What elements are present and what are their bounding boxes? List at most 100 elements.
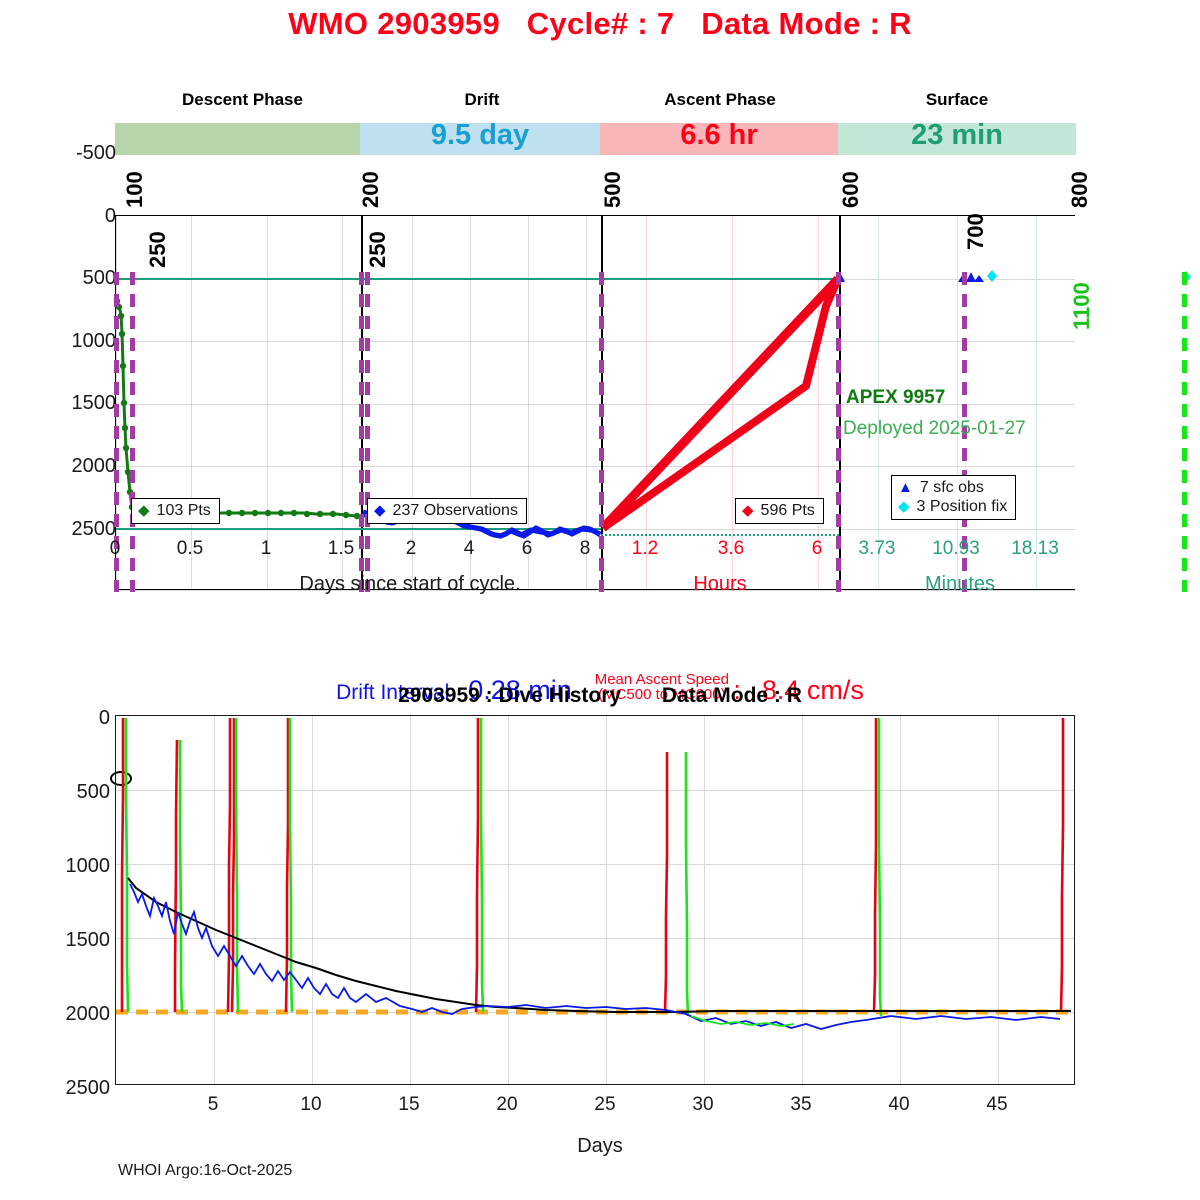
phase-band-drift: 9.5 day <box>360 119 600 155</box>
ascent-spikes <box>120 718 1065 1013</box>
cycle-plot-frame <box>113 215 1191 592</box>
legend-drift: ◆ 237 Observations <box>367 498 527 524</box>
legend-marker-icon: ◆ <box>374 502 386 519</box>
phase-duration-surface: 23 min <box>911 119 1003 151</box>
x-tick: 20 <box>496 1094 518 1115</box>
phase-band-descent <box>115 123 360 155</box>
mean-ascent-speed-value: 8.4 cm/s <box>761 675 864 705</box>
x-tick: 15 <box>398 1094 420 1115</box>
mc-label-200: 200 <box>358 171 383 208</box>
x-tick: 3.73 <box>858 538 896 559</box>
y-tick: 2500 <box>71 518 117 540</box>
drift-green-remnant <box>690 1015 795 1027</box>
phase-duration-drift: 9.5 day <box>430 119 530 151</box>
y-tick: 0 <box>104 205 116 227</box>
x-axis-title-bottom: Days <box>577 1135 623 1157</box>
y-tick: 2000 <box>71 455 117 477</box>
mc-label-600: 600 <box>838 171 863 208</box>
phase-duration-ascent: 6.6 hr <box>680 119 758 151</box>
phase-title-surface: Surface <box>925 90 989 109</box>
phase-title-descent: Descent Phase <box>182 90 303 109</box>
page-title: WMO 2903959 Cycle# : 7 Data Mode : R <box>288 6 912 41</box>
mc800-line <box>1182 272 1187 592</box>
y-tick: 0 <box>98 707 110 729</box>
mc-label-250b: 250 <box>365 231 390 268</box>
x-tick: 0.5 <box>176 538 204 559</box>
y-tick: 1000 <box>65 855 111 877</box>
mc-label-500: 500 <box>600 171 625 208</box>
y-tick: -500 <box>75 142 116 164</box>
position-fix-markers <box>987 270 1191 283</box>
y-tick: 500 <box>76 781 110 803</box>
drift-interval-value: 0.28 min <box>468 675 572 705</box>
x-axis-title-hours: Hours <box>693 573 747 595</box>
x-tick: 1.2 <box>631 538 659 559</box>
x-tick: 3.6 <box>717 538 745 559</box>
legend-marker-icon: ◆ <box>138 502 150 519</box>
mc500-line <box>599 272 604 592</box>
cycle-metrics-caption: Drift Interval 0.28 min Mean Ascent Spee… <box>0 672 1200 706</box>
mc250-line <box>130 272 135 592</box>
x-tick: 10 <box>300 1094 322 1115</box>
y-tick: 1000 <box>71 330 117 352</box>
x-tick: 25 <box>594 1094 616 1115</box>
x-tick: 35 <box>790 1094 812 1115</box>
x-tick: 4 <box>463 538 475 559</box>
mc-label-700: 700 <box>963 213 988 250</box>
park-reference-dotted <box>601 534 839 536</box>
mc250b-line <box>365 272 370 592</box>
x-tick: 6 <box>521 538 533 559</box>
x-tick: 5 <box>207 1094 219 1115</box>
dive-history-frame <box>115 715 1075 1085</box>
y-tick: 1500 <box>65 929 111 951</box>
phase-title-ascent: Ascent Phase <box>664 90 776 109</box>
park-reference-line <box>116 528 601 530</box>
mean-ascent-speed-label: Mean Ascent Speed (MC500 to MC600) <box>594 671 729 703</box>
dive-history-panel: 2903959 : Dive History Data Mode : R Pre… <box>0 670 1200 1200</box>
x-tick: 10.93 <box>932 538 980 559</box>
y-tick: 500 <box>82 267 116 289</box>
mc-label-250: 250 <box>145 231 170 268</box>
legend-descent: ◆ 103 Pts <box>131 498 220 524</box>
deployment-date-annotation: Deployed 2025-01-27 <box>843 418 1026 439</box>
y-tick: 1500 <box>71 392 117 414</box>
drift-pressure-line <box>129 883 1061 1030</box>
phase-band-ascent: 6.6 hr <box>600 119 838 155</box>
x-tick: 1.5 <box>327 538 355 559</box>
descent-profile-line <box>115 300 361 525</box>
phase-band-surface: 23 min <box>838 119 1076 155</box>
ascent-trace <box>599 275 842 532</box>
surface-obs-marker-icon: ▲ <box>898 479 913 496</box>
descent-spikes <box>124 718 883 1017</box>
legend-label: 3 Position fix <box>916 498 1008 515</box>
legend-label: 237 Observations <box>392 502 518 519</box>
mc200-line <box>359 272 364 592</box>
legend-ascent: ◆ 596 Pts <box>735 498 824 524</box>
drift-interval-label: Drift Interval <box>336 681 450 704</box>
x-tick: 40 <box>888 1094 910 1115</box>
x-tick: 45 <box>986 1094 1008 1115</box>
legend-label: 7 sfc obs <box>919 479 984 496</box>
mc-label-1100: 1100 <box>1069 282 1094 330</box>
descent-points <box>113 297 361 523</box>
x-axis-title-minutes: Minutes <box>924 573 996 595</box>
y-tick: 2500 <box>65 1077 111 1099</box>
x-tick: 18.13 <box>1011 538 1059 559</box>
mc-label-100: 100 <box>122 171 147 208</box>
position-fix-marker-icon: ◆ <box>898 498 910 515</box>
mc700-line <box>962 272 967 592</box>
legend-surface: ▲ 7 sfc obs ◆ 3 Position fix <box>891 475 1017 520</box>
float-name-annotation: APEX 9957 <box>846 387 946 408</box>
x-tick: 6 <box>811 538 823 559</box>
dive-history-title: 2903959 : Dive History Data Mode : R <box>398 684 802 707</box>
legend-label: 103 Pts <box>156 502 211 519</box>
x-tick: 30 <box>692 1094 714 1115</box>
phase-title-drift: Drift <box>464 90 500 109</box>
x-axis-title-days: Days since start of cycle. <box>299 573 521 595</box>
x-tick: 8 <box>579 538 591 559</box>
mc-label-800: 800 <box>1067 171 1092 208</box>
mean-ascent-colon: : <box>733 675 741 705</box>
legend-marker-icon: ◆ <box>742 502 754 519</box>
mc100-line <box>114 272 119 592</box>
x-tick: 0 <box>109 538 121 559</box>
